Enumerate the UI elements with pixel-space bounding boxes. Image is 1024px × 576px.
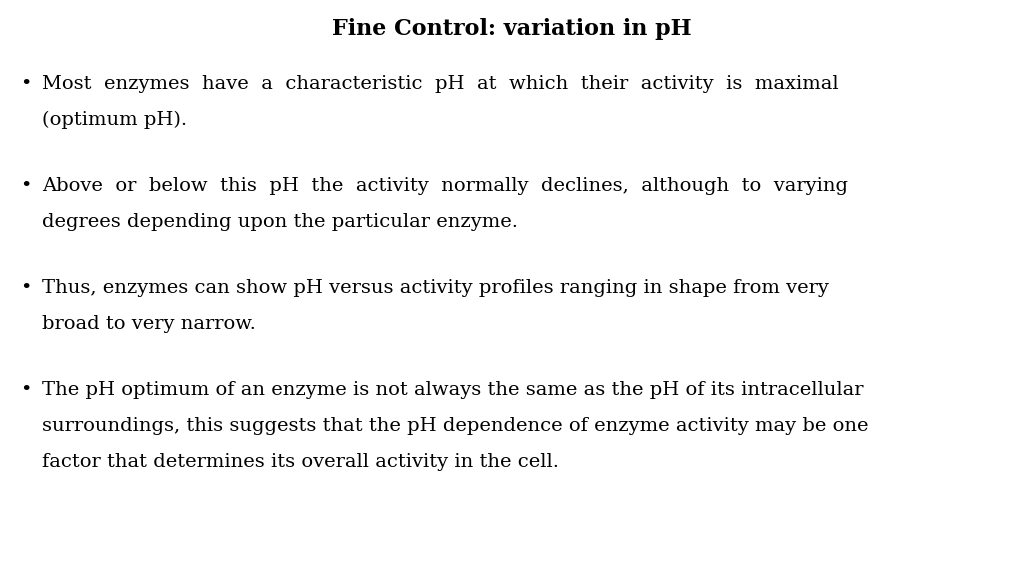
Text: Above  or  below  this  pH  the  activity  normally  declines,  although  to  va: Above or below this pH the activity norm… xyxy=(42,177,848,195)
Text: (optimum pH).: (optimum pH). xyxy=(42,111,187,129)
Text: •: • xyxy=(20,279,32,297)
Text: factor that determines its overall activity in the cell.: factor that determines its overall activ… xyxy=(42,453,559,471)
Text: Fine Control: variation in pH: Fine Control: variation in pH xyxy=(332,18,692,40)
Text: •: • xyxy=(20,381,32,399)
Text: Most  enzymes  have  a  characteristic  pH  at  which  their  activity  is  maxi: Most enzymes have a characteristic pH at… xyxy=(42,75,839,93)
Text: •: • xyxy=(20,75,32,93)
Text: broad to very narrow.: broad to very narrow. xyxy=(42,315,256,333)
Text: surroundings, this suggests that the pH dependence of enzyme activity may be one: surroundings, this suggests that the pH … xyxy=(42,417,868,435)
Text: degrees depending upon the particular enzyme.: degrees depending upon the particular en… xyxy=(42,213,518,231)
Text: Thus, enzymes can show pH versus activity profiles ranging in shape from very: Thus, enzymes can show pH versus activit… xyxy=(42,279,828,297)
Text: •: • xyxy=(20,177,32,195)
Text: The pH optimum of an enzyme is not always the same as the pH of its intracellula: The pH optimum of an enzyme is not alway… xyxy=(42,381,863,399)
